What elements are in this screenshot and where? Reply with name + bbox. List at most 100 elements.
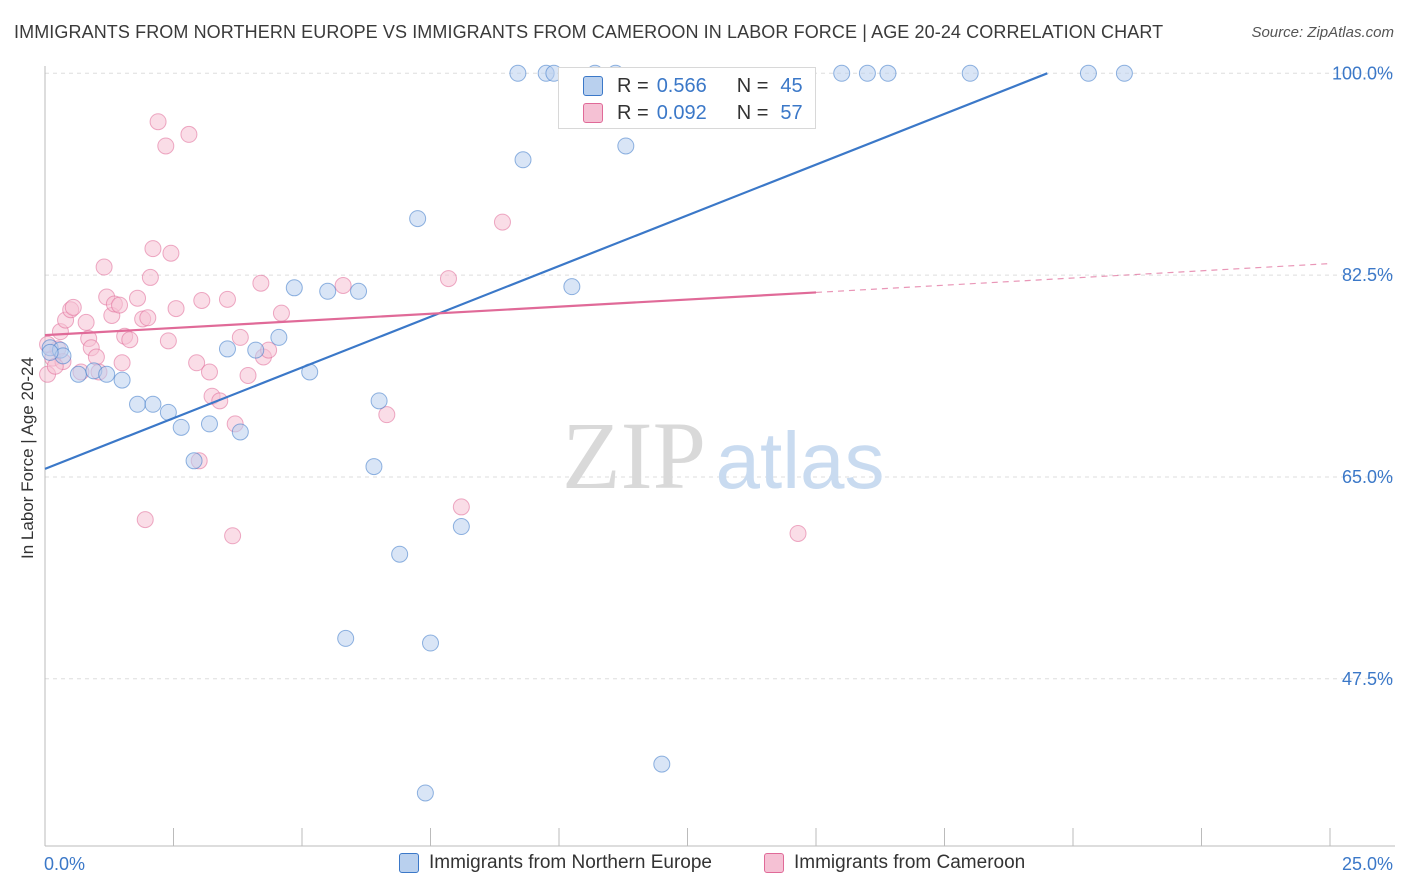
source-label: Source: ZipAtlas.com	[1251, 24, 1394, 41]
data-point-cameroon	[129, 289, 147, 307]
data-point-northern-europe	[391, 545, 409, 563]
data-point-northern-europe	[617, 137, 635, 155]
series-northern-europe-points	[41, 64, 1133, 802]
watermark-zip: ZIP	[562, 402, 706, 509]
data-point-northern-europe	[422, 634, 439, 652]
data-point-northern-europe	[185, 452, 203, 470]
data-point-northern-europe	[1079, 64, 1097, 82]
r-value: 0.566	[656, 74, 707, 97]
data-point-northern-europe	[879, 64, 897, 82]
correlation-stats-box: R = 0.566 N = 45 R = 0.092 N = 57	[558, 67, 816, 129]
data-point-northern-europe	[452, 518, 470, 536]
blue-swatch	[583, 76, 603, 96]
legend-label: Immigrants from Cameroon	[794, 852, 1026, 873]
data-point-northern-europe	[365, 458, 383, 476]
data-point-cameroon	[113, 354, 131, 372]
data-point-northern-europe	[200, 415, 218, 433]
data-point-cameroon	[121, 331, 139, 349]
data-point-northern-europe	[144, 395, 162, 413]
data-point-cameroon	[149, 113, 167, 131]
data-point-northern-europe	[98, 365, 116, 383]
data-point-cameroon	[64, 298, 82, 316]
pink-swatch	[583, 103, 603, 123]
data-point-cameroon	[218, 290, 236, 308]
data-point-cameroon	[439, 270, 457, 288]
data-point-northern-europe	[247, 341, 265, 359]
chart-title: IMMIGRANTS FROM NORTHERN EUROPE VS IMMIG…	[14, 22, 1164, 42]
data-point-northern-europe	[961, 64, 979, 82]
n-label: N =	[736, 74, 769, 97]
y-tick-label: 100.0%	[1332, 63, 1393, 83]
data-point-northern-europe	[41, 343, 59, 361]
data-point-cameroon	[77, 313, 95, 331]
data-point-cameroon	[157, 137, 175, 155]
data-point-northern-europe	[69, 365, 87, 383]
n-label: N =	[736, 101, 769, 124]
data-point-northern-europe	[350, 282, 368, 300]
trend-line-northern-europe	[44, 72, 1048, 470]
data-point-northern-europe	[270, 328, 288, 346]
trend-lines	[44, 72, 1331, 470]
data-point-northern-europe	[172, 418, 190, 436]
data-point-northern-europe	[858, 64, 876, 82]
y-tick-label: 82.5%	[1342, 265, 1393, 285]
stat-row-cameroon: R = 0.092 N = 57	[583, 101, 803, 125]
data-point-cameroon	[141, 268, 159, 286]
data-point-cameroon	[188, 354, 206, 372]
data-point-cameroon	[334, 277, 352, 295]
data-point-cameroon	[193, 291, 211, 309]
axes	[44, 66, 1395, 847]
watermark: ZIP atlas	[562, 402, 884, 509]
data-point-cameroon	[224, 527, 242, 545]
n-value: 57	[780, 101, 803, 124]
data-point-cameroon	[239, 366, 257, 384]
data-point-northern-europe	[416, 784, 434, 802]
r-value: 0.092	[656, 101, 707, 124]
legend-item-northern-europe[interactable]: Immigrants from Northern Europe	[399, 852, 712, 874]
legend-label: Immigrants from Northern Europe	[429, 852, 712, 873]
data-point-cameroon	[159, 332, 177, 350]
data-point-cameroon	[136, 511, 154, 529]
data-point-northern-europe	[509, 64, 527, 82]
data-point-northern-europe	[337, 629, 355, 647]
trend-extension-cameroon	[815, 262, 1331, 294]
legend: Immigrants from Northern Europe Immigran…	[0, 852, 1406, 878]
x-tick-label: 25.0%	[1342, 854, 1393, 874]
data-point-cameroon	[180, 125, 198, 143]
data-point-northern-europe	[1115, 64, 1133, 82]
data-point-cameroon	[452, 498, 470, 516]
legend-item-cameroon[interactable]: Immigrants from Cameroon	[764, 852, 1025, 874]
data-point-cameroon	[95, 258, 113, 276]
tick-labels: 100.0% 82.5% 65.0% 47.5% 0.0% 25.0%	[44, 63, 1393, 874]
data-point-northern-europe	[563, 278, 581, 296]
y-tick-label: 47.5%	[1342, 669, 1393, 689]
data-point-cameroon	[378, 406, 396, 424]
data-point-cameroon	[87, 348, 105, 366]
watermark-atlas: atlas	[716, 416, 885, 505]
data-point-cameroon	[231, 328, 249, 346]
legend-swatch-blue	[399, 853, 419, 873]
data-point-cameroon	[139, 309, 157, 327]
data-point-cameroon	[789, 524, 807, 542]
data-point-cameroon	[144, 240, 162, 258]
legend-swatch-pink	[764, 853, 784, 873]
data-point-northern-europe	[231, 423, 249, 441]
data-point-northern-europe	[129, 395, 147, 413]
stat-row-northern-europe: R = 0.566 N = 45	[583, 74, 803, 98]
y-tick-label: 65.0%	[1342, 467, 1393, 487]
data-point-northern-europe	[113, 371, 131, 389]
x-tick-label: 0.0%	[44, 854, 85, 874]
data-point-northern-europe	[833, 64, 851, 82]
r-label: R =	[617, 101, 649, 124]
data-point-cameroon	[111, 296, 129, 314]
data-point-cameroon	[272, 304, 290, 322]
n-value: 45	[780, 74, 803, 97]
data-point-cameroon	[252, 274, 270, 292]
data-point-northern-europe	[319, 282, 337, 300]
data-point-northern-europe	[218, 340, 236, 358]
data-point-northern-europe	[653, 755, 671, 773]
r-label: R =	[617, 74, 649, 97]
data-point-cameroon	[493, 213, 511, 231]
data-point-northern-europe	[370, 392, 388, 410]
